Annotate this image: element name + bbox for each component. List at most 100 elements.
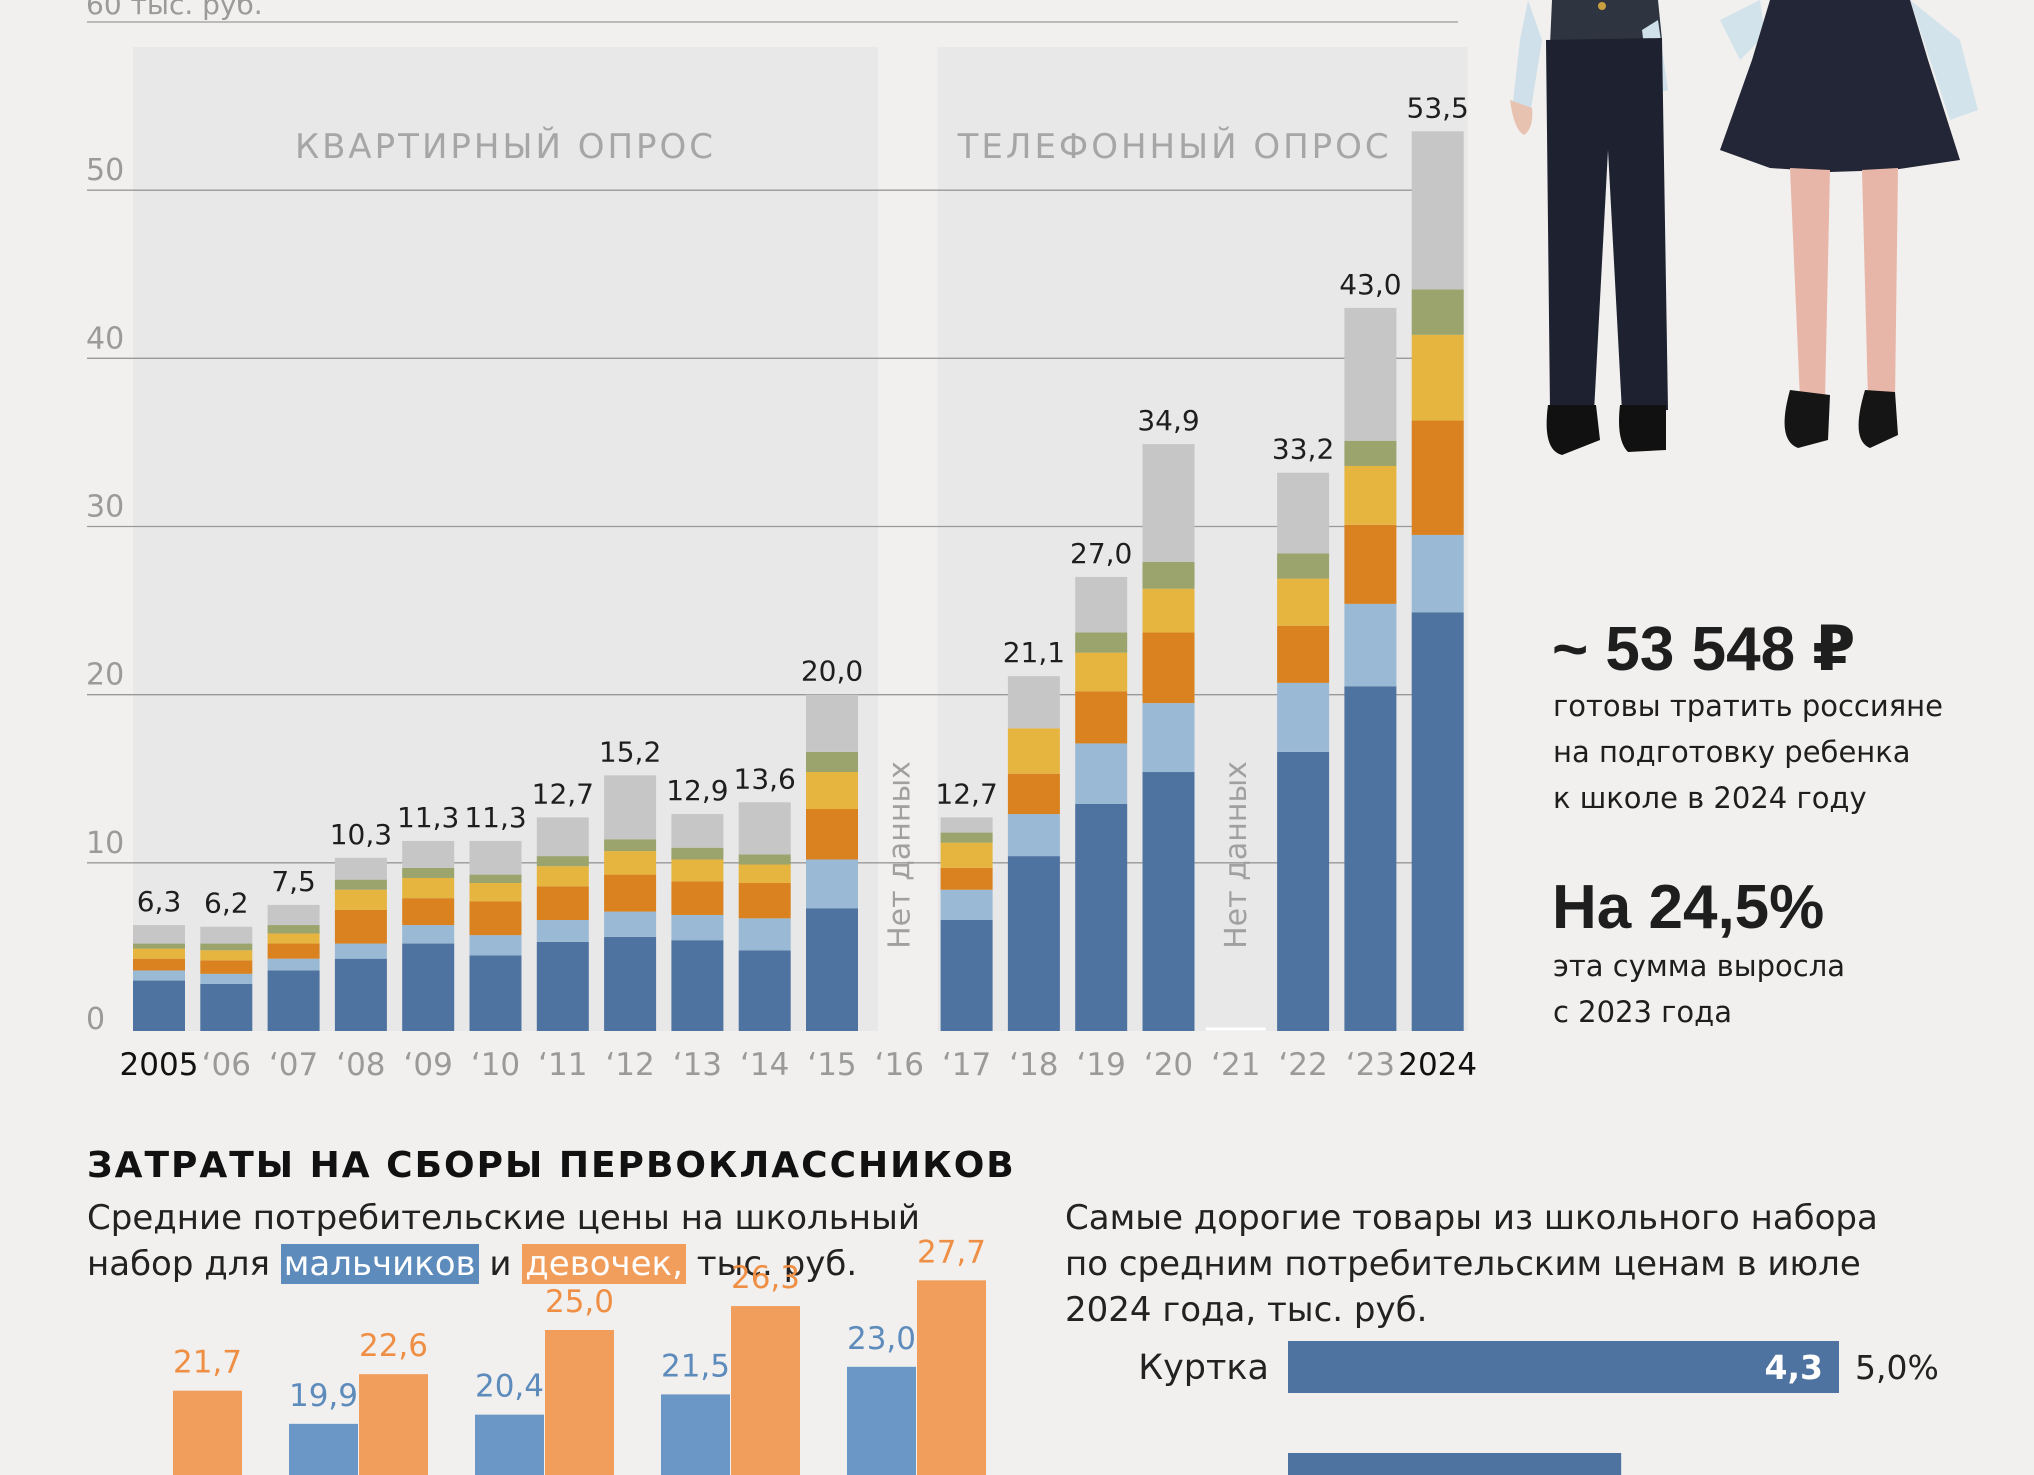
bar-segment [1411, 420, 1464, 535]
boys-value-label: 19,9 [289, 1378, 358, 1414]
bar-segment [267, 933, 320, 944]
bar-total-label: 11,3 [397, 801, 459, 834]
growth-line-2: с 2023 года [1553, 995, 1732, 1029]
bar-segment [1075, 691, 1128, 744]
no-data-label: Нет данных [882, 761, 917, 949]
bar-segment [1344, 686, 1397, 1031]
bar-segment [1075, 652, 1128, 692]
boys-bar [847, 1366, 916, 1475]
bar-segment [1411, 334, 1464, 421]
bar-total-label: 27,0 [1070, 537, 1132, 570]
bar-segment [133, 943, 185, 949]
bar-total-label: 43,0 [1339, 268, 1401, 301]
bar-total-label: 33,2 [1272, 433, 1334, 466]
bar-total-label: 15,2 [599, 735, 661, 768]
bar-segment [604, 775, 657, 840]
bar-segment [738, 918, 791, 951]
item-value-label: 4,3 [1765, 1348, 1823, 1387]
x-tick-label: 2005 [120, 1047, 199, 1083]
bar-segment [469, 840, 522, 875]
amount-line-3: к школе в 2024 году [1553, 781, 1867, 815]
period-label: ТЕЛЕФОННЫЙ ОПРОС [957, 126, 1392, 167]
bar-segment [1007, 773, 1060, 815]
girls-bar [917, 1280, 986, 1475]
bar-segment [604, 911, 657, 937]
top-items-line-2: по средним потребительским ценам в июле [1065, 1244, 1861, 1284]
bar-segment [940, 842, 993, 868]
bar-total-label: 7,5 [271, 865, 316, 898]
bar-segment [1075, 743, 1128, 804]
bar-segment [738, 883, 791, 919]
girls-value-label: 27,7 [917, 1234, 986, 1270]
bar-segment [1277, 472, 1330, 554]
amount-description: готовы тратить россияне на подготовку ре… [1553, 683, 1943, 821]
y-tick-label: 20 [86, 658, 124, 693]
bar-total-label: 53,5 [1407, 91, 1469, 124]
boys-bar [661, 1394, 730, 1475]
x-tick-label: ‘14 [740, 1047, 789, 1083]
growth-description: эта сумма выросла с 2023 года [1553, 943, 1845, 1035]
boys-bar [475, 1414, 544, 1475]
girls-value-label: 21,7 [173, 1345, 242, 1381]
bar-segment [671, 940, 724, 1031]
bar-segment [1277, 578, 1330, 626]
girls-bar [359, 1374, 428, 1475]
bar-total-label: 12,9 [666, 774, 728, 807]
bar-segment [402, 840, 455, 868]
item-bar [1288, 1453, 1622, 1475]
bar-segment [200, 943, 253, 951]
bar-segment [200, 983, 253, 1031]
bar-segment [200, 960, 253, 974]
bar-total-label: 21,1 [1003, 636, 1065, 669]
bar-segment [806, 809, 858, 860]
subtitle-line-1: Средние потребительские цены на школьный [87, 1198, 920, 1238]
x-tick-label: ‘13 [673, 1047, 722, 1083]
bar-segment [806, 772, 858, 810]
amount-stat: ~ 53 548 ₽ [1552, 615, 1856, 684]
growth-line-1: эта сумма выросла [1553, 949, 1846, 983]
x-tick-label: ‘08 [336, 1047, 385, 1083]
bar-segment [402, 898, 455, 926]
item-bar [1288, 1341, 1839, 1393]
bar-segment [133, 980, 185, 1031]
bar-segment [469, 955, 522, 1031]
x-tick-label: ‘09 [404, 1047, 453, 1083]
bar-segment [940, 832, 993, 843]
amount-line-1: готовы тратить россияне [1553, 689, 1943, 723]
bar-segment [940, 889, 993, 921]
bar-segment [469, 901, 522, 936]
bar-segment [1277, 682, 1330, 752]
bar-segment [1142, 561, 1195, 589]
section-title: ЗАТРАТЫ НА СБОРЫ ПЕРВОКЛАССНИКОВ [87, 1145, 1016, 1186]
bar-segment [1277, 625, 1330, 683]
bar-segment [133, 958, 185, 971]
bar-total-label: 13,6 [734, 762, 796, 795]
girl-figure [1720, 0, 1978, 448]
bar-segment [267, 958, 320, 971]
boy-figure [1510, 0, 1668, 455]
bar-segment [1007, 856, 1060, 1031]
y-unit-label: 60 тыс. руб. [86, 0, 263, 21]
bar-segment [334, 857, 387, 880]
x-tick-label: ‘18 [1009, 1047, 1058, 1083]
bar-segment [536, 920, 589, 942]
bar-segment [671, 914, 724, 941]
bar-segment [1142, 444, 1195, 562]
bar-segment [1007, 676, 1060, 729]
bar-total-label: 6,2 [204, 887, 249, 920]
subtitle-line-2: набор для мальчиков и девочек, тыс. руб. [87, 1244, 858, 1284]
bar-segment [402, 867, 455, 878]
y-tick-label: 50 [86, 153, 124, 188]
bar-segment [469, 883, 522, 902]
girls-value-label: 26,3 [731, 1260, 800, 1296]
bar-segment [536, 886, 589, 921]
bar-segment [133, 948, 185, 959]
no-data-label: Нет данных [1219, 761, 1254, 949]
x-tick-label: 2024 [1398, 1047, 1477, 1083]
x-tick-label: ‘07 [269, 1047, 318, 1083]
top-items-line-1: Самые дорогие товары из школьного набора [1065, 1198, 1878, 1238]
bar-segment [1075, 576, 1128, 633]
schoolchildren-illustration [1510, 0, 1978, 455]
bar-segment [806, 751, 858, 773]
boys-value-label: 21,5 [661, 1348, 730, 1384]
